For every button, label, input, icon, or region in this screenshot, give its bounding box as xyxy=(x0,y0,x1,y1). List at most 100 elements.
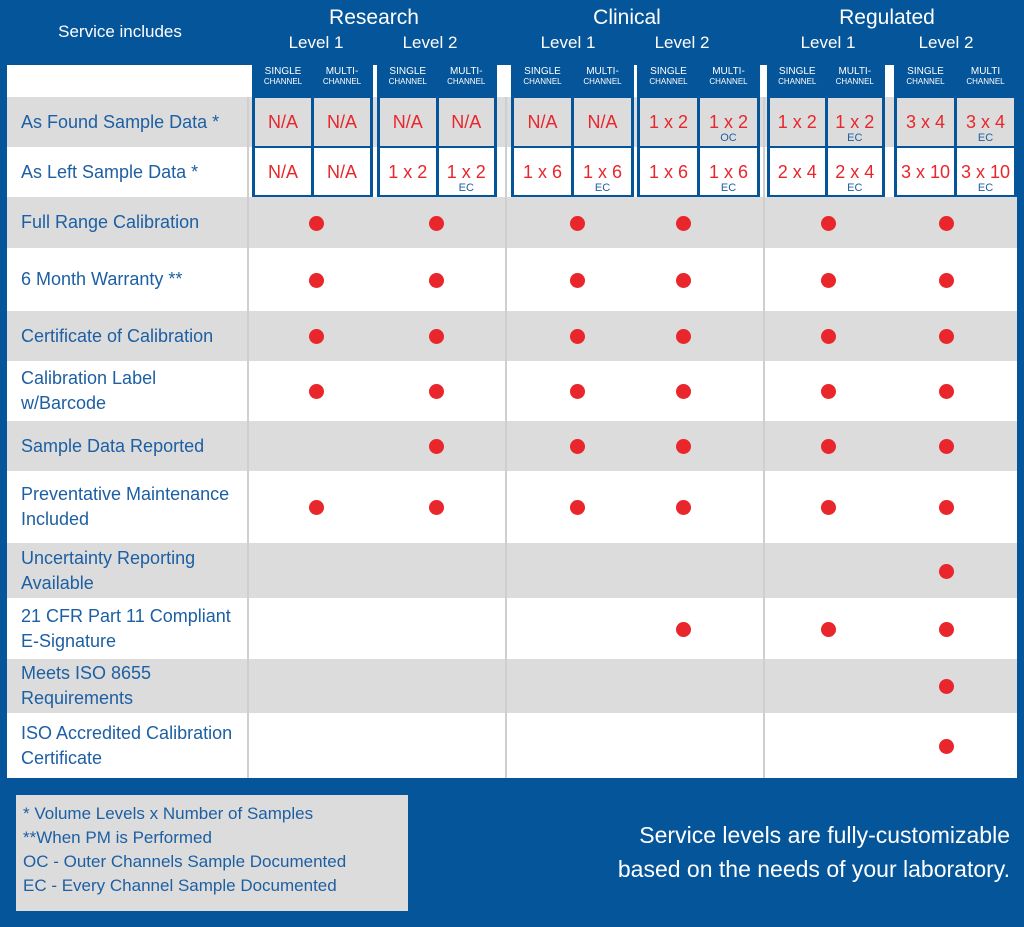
sample-cell: N/A xyxy=(255,98,311,146)
sample-value: 1 x 2 xyxy=(777,112,817,132)
channel-word: CHANNEL xyxy=(966,77,1005,86)
table-row: Full Range Calibration xyxy=(7,197,1017,248)
channel-header: SINGLE CHANNEL xyxy=(897,67,954,87)
row-label: Calibration Label w/Barcode xyxy=(21,368,157,413)
channel-type: SINGLE xyxy=(389,66,427,77)
sample-cell: 1 x 2 EC xyxy=(827,98,882,146)
included-dot-icon xyxy=(570,439,585,454)
sample-value: 3 x 10 xyxy=(900,162,951,182)
column-divider xyxy=(505,97,507,778)
sample-value: 2 x 4 xyxy=(777,162,817,182)
included-dot-icon xyxy=(821,439,836,454)
included-dot-icon xyxy=(570,215,585,231)
sample-cell: N/A xyxy=(314,98,370,146)
sample-value: 1 x 6 xyxy=(582,162,623,182)
service-includes-heading: Service includes xyxy=(58,22,182,41)
channel-header: SINGLE CHANNEL xyxy=(514,67,571,87)
channel-type: MULTI xyxy=(970,66,1001,77)
included-dot-icon xyxy=(429,439,444,454)
channel-type: SINGLE xyxy=(907,66,944,77)
sample-value: 1 x 2 xyxy=(388,162,428,182)
included-dot-icon xyxy=(939,500,954,515)
included-dot-icon xyxy=(570,272,585,288)
channel-header: MULTI- CHANNEL xyxy=(439,67,495,87)
sample-cell: 2 x 4 EC xyxy=(827,148,882,195)
sample-value: N/A xyxy=(527,112,558,132)
sample-note: EC xyxy=(458,182,474,194)
channel-type: MULTI- xyxy=(838,66,872,77)
sample-cell: 1 x 2 xyxy=(380,148,436,195)
level-box: SINGLE CHANNEL N/A 1 x 6 MULTI- CHANNEL N/A 1 x… xyxy=(511,65,634,197)
sample-note: EC xyxy=(594,182,611,194)
row-label: 21 CFR Part 11 Compliant E-Signature xyxy=(21,605,231,651)
included-dot-icon xyxy=(570,500,585,515)
included-dot-icon xyxy=(676,215,691,231)
channel-type: SINGLE xyxy=(264,66,302,77)
included-dot-icon xyxy=(309,500,324,515)
legend-item: EC - Every Channel Sample Documented xyxy=(23,876,337,895)
channel-word: CHANNEL xyxy=(906,77,945,86)
sample-cell: 3 x 10 EC xyxy=(957,148,1014,195)
sample-cell: 3 x 10 xyxy=(897,148,954,195)
sample-cell: 1 x 6 EC xyxy=(574,148,631,195)
table-row: ISO Accredited Calibration Certificate xyxy=(7,713,1017,778)
sample-value: 1 x 6 xyxy=(648,162,689,182)
included-dot-icon xyxy=(821,329,836,344)
row-label: ISO Accredited Calibration Certificate xyxy=(21,722,233,768)
sample-value: N/A xyxy=(267,112,298,132)
level-label: Level 1 xyxy=(540,33,596,52)
included-dot-icon xyxy=(939,439,954,454)
table-row: Uncertainty Reporting Available xyxy=(7,543,1017,598)
table-row: Meets ISO 8655 Requirements xyxy=(7,659,1017,713)
included-dot-icon xyxy=(821,500,836,515)
row-label: Uncertainty Reporting Available xyxy=(21,547,196,593)
column-divider xyxy=(763,97,765,778)
level-label: Level 2 xyxy=(918,33,974,52)
sample-value: N/A xyxy=(267,162,298,182)
included-dot-icon xyxy=(676,272,691,288)
sample-cell: 1 x 6 xyxy=(640,148,697,195)
tagline-line: based on the needs of your laboratory. xyxy=(617,856,1010,882)
channel-word: CHANNEL xyxy=(322,77,362,86)
included-dot-icon xyxy=(676,329,691,344)
channel-word: CHANNEL xyxy=(583,77,622,86)
level-label: Level 2 xyxy=(654,33,710,52)
sample-value: 2 x 4 xyxy=(835,162,875,182)
sample-value: 3 x 10 xyxy=(960,162,1011,182)
channel-header: SINGLE CHANNEL xyxy=(380,67,436,87)
channel-word: CHANNEL xyxy=(835,77,874,86)
sample-value: N/A xyxy=(392,112,423,132)
sample-cell: 3 x 4 xyxy=(897,98,954,146)
sample-cell: N/A xyxy=(438,98,494,146)
sample-value: 1 x 6 xyxy=(522,162,563,182)
sample-cell: 1 x 2 OC xyxy=(700,98,757,146)
channel-type: MULTI- xyxy=(712,66,745,77)
legend-item: * Volume Levels x Number of Samples xyxy=(23,804,314,823)
sample-value: 1 x 2 xyxy=(708,112,749,132)
included-dot-icon xyxy=(939,272,954,288)
level-label: Level 2 xyxy=(402,33,458,52)
sample-note: EC xyxy=(720,182,737,194)
sample-cell: N/A xyxy=(574,98,631,146)
channel-word: CHANNEL xyxy=(709,77,748,86)
tier-regulated: Regulated xyxy=(839,6,935,29)
table-row: Preventative Maintenance Included xyxy=(7,471,1017,543)
channel-header: SINGLE CHANNEL xyxy=(255,67,311,87)
included-dot-icon xyxy=(429,384,444,399)
level-box: SINGLE CHANNEL N/A N/A MULTI- CHANNEL N/A N/A xyxy=(252,65,373,197)
included-dot-icon xyxy=(570,329,585,344)
channel-type: SINGLE xyxy=(524,66,561,77)
sample-value: 3 x 4 xyxy=(965,112,1006,132)
channel-header: MULTI- CHANNEL xyxy=(700,67,757,87)
included-dot-icon xyxy=(939,621,954,637)
sample-value: 3 x 4 xyxy=(905,112,946,132)
included-dot-icon xyxy=(821,272,836,288)
included-dot-icon xyxy=(676,621,691,637)
included-dot-icon xyxy=(821,621,836,637)
channel-word: CHANNEL xyxy=(649,77,688,86)
legend-item: OC - Outer Channels Sample Documented xyxy=(23,852,347,871)
legend-box: * Volume Levels x Number of Samples **Wh… xyxy=(16,795,408,911)
